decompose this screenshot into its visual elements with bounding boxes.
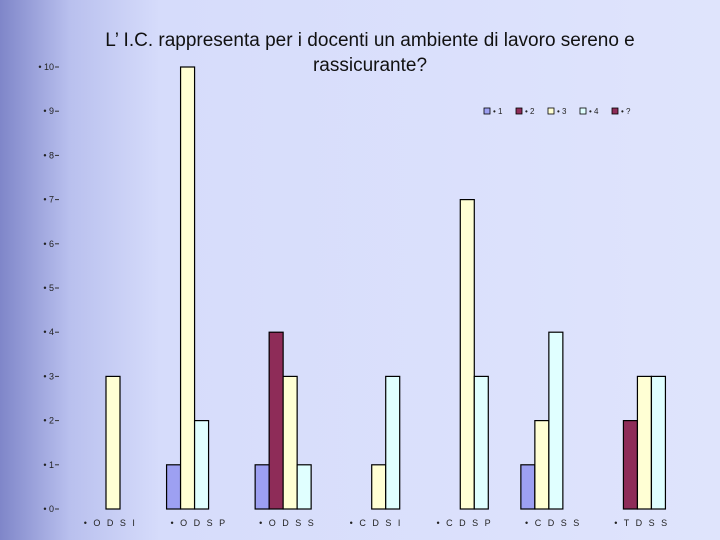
bar: [636, 375, 653, 510]
y-axis: • 0 • 1 • 2 • 3 • 4 • 5 • 6 • 7 • 8 • 9 • 10: [38, 62, 59, 514]
bar: [459, 199, 475, 510]
bar: [385, 375, 401, 510]
y-tick-label: • 9: [43, 106, 54, 116]
legend-label: • 2: [525, 107, 535, 116]
y-tick-label: • 3: [43, 371, 54, 381]
x-tick-label: • C D S S: [525, 518, 581, 528]
legend-label: • ?: [621, 107, 631, 116]
legend-label: • 1: [493, 107, 503, 116]
bar: [473, 375, 489, 510]
bar: [254, 464, 270, 510]
x-axis: • O D S I • O D S P • O D S S • C D S I • C …: [84, 518, 669, 528]
x-tick-label: • O D S S: [259, 518, 316, 528]
legend-swatch: [547, 107, 555, 115]
y-tick-label: • 4: [43, 327, 54, 337]
chart-title: L’ I.C. rappresenta per i docenti un amb…: [105, 30, 635, 76]
bar: [622, 420, 639, 510]
bar: [179, 66, 196, 510]
y-tick-label: • 0: [43, 504, 54, 514]
x-tick-label: • C D S P: [436, 518, 492, 528]
bar: [371, 464, 387, 510]
bar: [268, 331, 284, 510]
bar: [165, 464, 182, 510]
bar: [105, 375, 121, 510]
bars: [105, 66, 667, 510]
bar: [193, 420, 210, 510]
y-tick-label: • 5: [43, 283, 54, 293]
legend-swatch: [483, 107, 491, 115]
y-tick-label: • 7: [43, 195, 54, 205]
y-tick-label: • 6: [43, 239, 54, 249]
legend-label: • 3: [557, 107, 567, 116]
bar: [650, 375, 667, 510]
y-tick-label: • 8: [43, 150, 54, 160]
x-tick-label: • O D S I: [84, 518, 137, 528]
bar: [282, 375, 298, 510]
legend-swatch: [579, 107, 587, 115]
bar: [296, 464, 312, 510]
legend-swatch: [515, 107, 523, 115]
legend: • 1 • 2 • 3 • 4 • ?: [483, 107, 631, 116]
legend-label: • 4: [589, 107, 599, 116]
x-tick-label: • C D S I: [350, 518, 403, 528]
bar: [534, 420, 550, 510]
x-tick-label: • O D S P: [171, 518, 228, 528]
x-tick-label: • T D S S: [614, 518, 669, 528]
bar: [548, 331, 564, 510]
y-tick-label: • 10: [38, 62, 54, 72]
legend-swatch: [611, 107, 619, 115]
y-tick-label: • 1: [43, 460, 54, 470]
y-tick-label: • 2: [43, 416, 54, 426]
bar: [520, 464, 536, 510]
